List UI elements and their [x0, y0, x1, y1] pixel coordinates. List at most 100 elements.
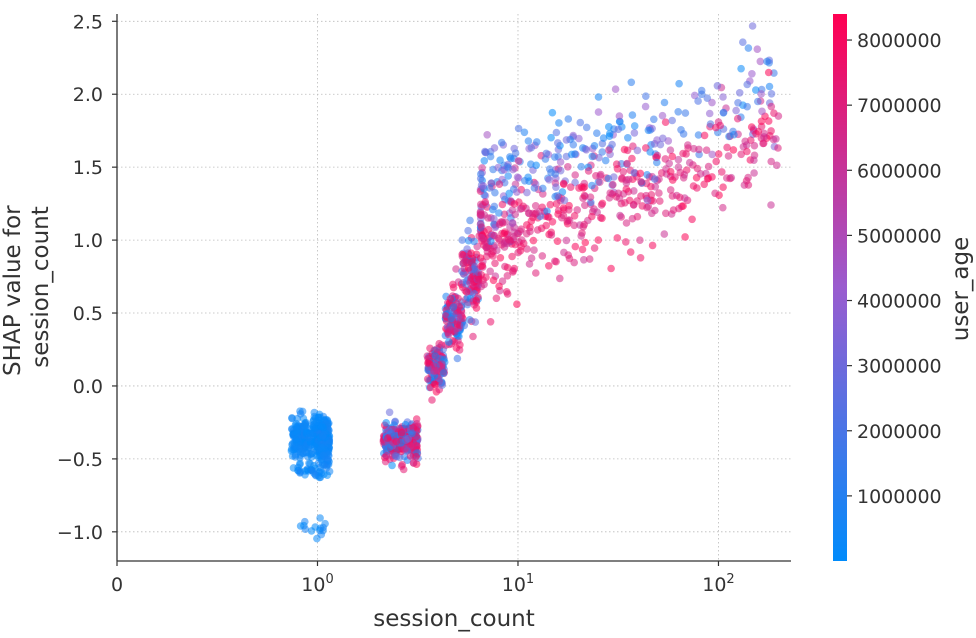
- data-point: [296, 448, 305, 456]
- data-point: [677, 126, 685, 134]
- data-point: [492, 294, 501, 303]
- data-point: [658, 111, 667, 120]
- data-point: [456, 314, 465, 323]
- data-point: [628, 111, 637, 119]
- data-point: [445, 338, 453, 346]
- data-point: [318, 443, 326, 452]
- data-point: [487, 237, 495, 246]
- data-point: [653, 158, 661, 167]
- data-point: [750, 169, 758, 177]
- data-point: [558, 188, 567, 196]
- data-point: [556, 158, 565, 166]
- data-point: [588, 181, 596, 190]
- data-point: [531, 210, 539, 218]
- data-point: [719, 109, 728, 117]
- y-tick-label: 2.0: [73, 84, 103, 106]
- data-point: [694, 97, 702, 105]
- colorbar-tick-label: 3000000: [857, 356, 942, 378]
- data-point: [478, 261, 487, 270]
- data-point: [737, 150, 745, 159]
- data-point: [514, 157, 523, 165]
- data-point: [449, 280, 457, 289]
- data-point: [580, 191, 589, 200]
- data-point: [526, 227, 534, 236]
- data-point: [712, 157, 720, 166]
- data-point: [465, 316, 474, 324]
- x-tick-exponent: 1: [526, 572, 534, 587]
- data-point: [511, 149, 520, 157]
- data-point: [627, 78, 636, 87]
- data-point: [637, 178, 645, 186]
- data-point: [516, 205, 524, 213]
- data-point: [481, 198, 490, 206]
- data-point: [752, 86, 760, 94]
- data-point: [744, 44, 753, 52]
- data-point: [423, 375, 432, 383]
- x-axis-label: session_count: [373, 606, 535, 632]
- colorbar-label: user_age: [948, 237, 974, 342]
- data-point: [748, 22, 757, 30]
- data-point: [491, 188, 499, 197]
- data-point: [430, 367, 438, 375]
- data-point: [767, 102, 776, 111]
- data-point: [637, 192, 645, 200]
- data-point: [571, 150, 579, 158]
- data-point: [764, 117, 773, 125]
- data-point: [481, 237, 489, 246]
- data-point: [628, 154, 636, 163]
- data-point: [719, 203, 727, 212]
- data-point: [590, 205, 598, 213]
- data-point: [586, 193, 595, 201]
- data-point: [392, 437, 401, 446]
- data-point: [289, 464, 298, 472]
- data-point: [319, 432, 327, 440]
- data-point: [665, 159, 673, 168]
- data-point: [666, 146, 675, 154]
- data-point: [644, 126, 653, 135]
- data-point: [323, 471, 332, 480]
- data-point: [565, 254, 574, 263]
- data-point: [324, 439, 333, 448]
- data-point: [763, 57, 771, 66]
- data-point: [662, 209, 670, 218]
- data-point: [539, 184, 547, 193]
- data-point: [576, 118, 585, 127]
- data-point: [388, 461, 396, 470]
- data-point: [491, 259, 499, 268]
- x-tick-exponent: 0: [325, 572, 333, 587]
- data-point: [622, 238, 630, 246]
- data-point: [659, 134, 667, 143]
- data-point: [317, 469, 326, 477]
- data-point: [438, 360, 446, 369]
- data-point: [581, 238, 590, 247]
- data-point: [292, 435, 300, 444]
- y-axis-label-line-2: session_count: [28, 206, 54, 368]
- data-point: [594, 236, 603, 244]
- data-point: [382, 419, 391, 427]
- data-point: [760, 133, 768, 141]
- data-point: [650, 175, 659, 183]
- data-point: [708, 98, 716, 107]
- data-point: [547, 231, 556, 239]
- data-point: [299, 421, 308, 430]
- data-point: [772, 135, 780, 143]
- data-point: [497, 138, 506, 147]
- data-point: [674, 155, 683, 164]
- data-point: [426, 344, 434, 353]
- data-point: [444, 328, 452, 337]
- data-point: [743, 147, 751, 156]
- colorbar-tick-label: 6000000: [857, 160, 942, 182]
- data-point: [674, 163, 683, 171]
- data-point: [513, 188, 521, 196]
- data-point: [704, 174, 713, 182]
- data-point: [744, 173, 752, 182]
- data-point: [543, 207, 551, 216]
- x-tick-label: 0: [111, 574, 123, 596]
- data-point: [724, 152, 733, 160]
- data-point: [716, 121, 724, 130]
- data-point: [464, 226, 472, 235]
- x-tick-label: 102: [702, 572, 734, 596]
- data-point: [681, 109, 690, 117]
- data-point: [616, 211, 624, 220]
- data-point: [565, 206, 573, 214]
